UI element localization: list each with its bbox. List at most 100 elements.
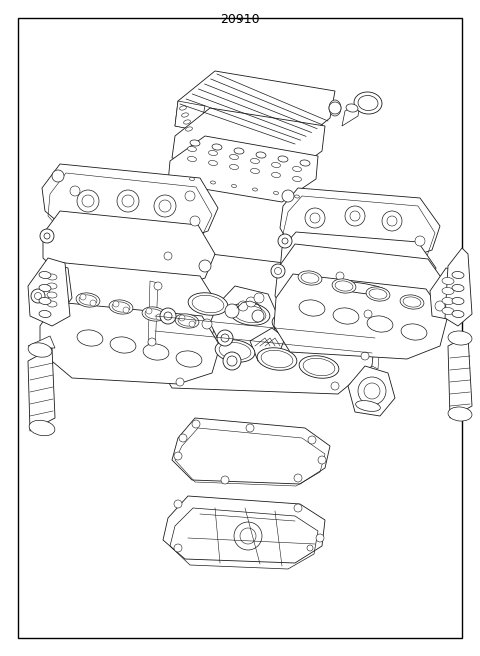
Ellipse shape	[303, 358, 335, 376]
Ellipse shape	[346, 104, 358, 112]
Polygon shape	[342, 103, 360, 126]
Ellipse shape	[215, 340, 255, 362]
Circle shape	[179, 315, 185, 321]
Ellipse shape	[301, 273, 319, 283]
Circle shape	[238, 301, 248, 311]
Polygon shape	[448, 336, 472, 418]
Ellipse shape	[188, 156, 196, 161]
Ellipse shape	[354, 92, 382, 114]
Ellipse shape	[366, 287, 390, 301]
Ellipse shape	[448, 331, 472, 345]
Ellipse shape	[299, 356, 339, 379]
Ellipse shape	[442, 297, 454, 304]
Ellipse shape	[401, 324, 427, 340]
Circle shape	[415, 236, 425, 246]
Ellipse shape	[186, 127, 192, 131]
Circle shape	[221, 334, 229, 342]
Polygon shape	[172, 418, 330, 484]
Ellipse shape	[272, 313, 312, 335]
Ellipse shape	[452, 285, 464, 291]
Polygon shape	[430, 268, 465, 320]
Circle shape	[159, 200, 171, 212]
Polygon shape	[210, 286, 278, 348]
Circle shape	[189, 321, 195, 327]
Circle shape	[329, 102, 341, 114]
Ellipse shape	[39, 310, 51, 318]
Circle shape	[331, 382, 339, 390]
Polygon shape	[42, 164, 218, 241]
Ellipse shape	[403, 297, 421, 307]
Ellipse shape	[234, 148, 244, 154]
Circle shape	[294, 504, 302, 512]
Circle shape	[156, 314, 162, 320]
Ellipse shape	[79, 295, 97, 305]
Polygon shape	[148, 281, 158, 351]
Polygon shape	[275, 244, 450, 331]
Circle shape	[271, 264, 285, 278]
Polygon shape	[274, 274, 447, 359]
Polygon shape	[43, 211, 215, 288]
Ellipse shape	[251, 159, 260, 163]
Circle shape	[176, 378, 184, 386]
Ellipse shape	[76, 293, 100, 307]
Circle shape	[318, 456, 326, 464]
Ellipse shape	[442, 287, 454, 295]
Ellipse shape	[448, 407, 472, 421]
Ellipse shape	[230, 303, 270, 325]
Circle shape	[223, 352, 241, 370]
Polygon shape	[172, 108, 325, 176]
Ellipse shape	[143, 344, 169, 360]
Circle shape	[70, 186, 80, 196]
Ellipse shape	[278, 156, 288, 162]
Ellipse shape	[276, 316, 308, 333]
Ellipse shape	[367, 316, 393, 332]
Circle shape	[185, 191, 195, 201]
Circle shape	[278, 234, 292, 248]
Ellipse shape	[256, 152, 266, 158]
Circle shape	[52, 170, 64, 182]
Circle shape	[336, 272, 344, 280]
Circle shape	[310, 213, 320, 223]
Ellipse shape	[299, 300, 325, 316]
Ellipse shape	[77, 330, 103, 346]
Ellipse shape	[178, 316, 196, 326]
Circle shape	[246, 297, 256, 307]
Circle shape	[174, 500, 182, 508]
Ellipse shape	[335, 281, 353, 291]
Ellipse shape	[145, 309, 163, 319]
Circle shape	[117, 190, 139, 212]
Ellipse shape	[183, 120, 191, 124]
Circle shape	[435, 301, 445, 311]
Circle shape	[275, 268, 281, 274]
Polygon shape	[250, 328, 285, 361]
Ellipse shape	[208, 150, 217, 155]
Ellipse shape	[229, 165, 239, 169]
Ellipse shape	[47, 283, 57, 289]
Circle shape	[350, 211, 360, 221]
Polygon shape	[28, 336, 55, 348]
Circle shape	[254, 293, 264, 303]
Circle shape	[358, 377, 386, 405]
Ellipse shape	[400, 295, 424, 309]
Polygon shape	[38, 262, 220, 348]
Circle shape	[252, 310, 264, 322]
Circle shape	[123, 307, 129, 313]
Polygon shape	[445, 248, 472, 326]
Ellipse shape	[229, 154, 239, 159]
Ellipse shape	[211, 181, 216, 184]
Ellipse shape	[356, 401, 380, 411]
Circle shape	[246, 424, 254, 432]
Circle shape	[217, 330, 233, 346]
Ellipse shape	[300, 160, 310, 166]
Ellipse shape	[181, 113, 189, 117]
Circle shape	[199, 260, 211, 272]
Ellipse shape	[192, 295, 224, 313]
Circle shape	[40, 289, 50, 299]
Circle shape	[240, 528, 256, 544]
Circle shape	[202, 319, 212, 329]
Ellipse shape	[39, 285, 51, 291]
Polygon shape	[40, 302, 220, 384]
Ellipse shape	[180, 106, 186, 110]
Ellipse shape	[208, 161, 217, 165]
Ellipse shape	[329, 100, 341, 116]
